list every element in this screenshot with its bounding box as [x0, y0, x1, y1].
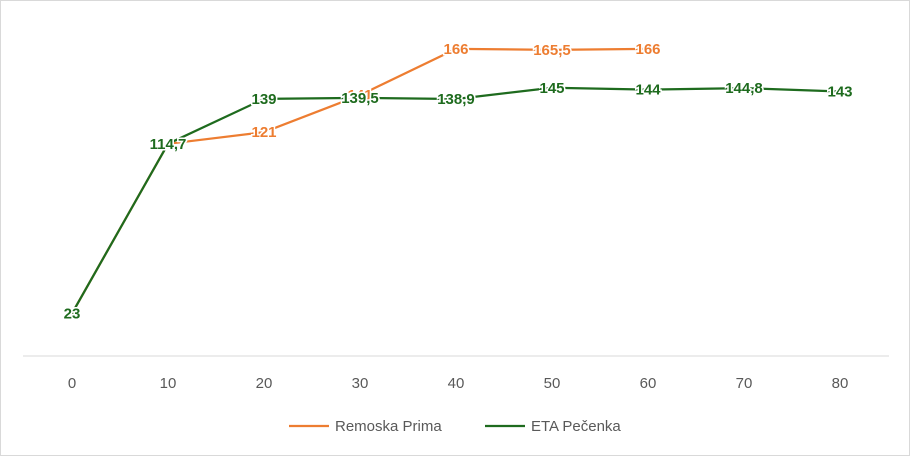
x-axis-ticks: 0 10 20 30 40 50 60 70 80 — [68, 375, 849, 392]
data-label: 114,7 — [150, 136, 187, 153]
data-label: 23 — [64, 305, 81, 322]
legend-label: Remoska Prima — [335, 418, 442, 435]
data-label: 139,5 — [341, 90, 379, 107]
data-label: 121 — [251, 124, 276, 141]
data-label: 143 — [827, 83, 852, 100]
data-label: 166 — [635, 41, 660, 58]
x-tick-label: 60 — [640, 375, 657, 392]
data-label: 166 — [443, 41, 468, 58]
x-tick-label: 70 — [736, 375, 753, 392]
x-tick-label: 40 — [448, 375, 465, 392]
series-lines — [71, 47, 841, 315]
x-tick-label: 80 — [832, 375, 849, 392]
data-label: 145 — [539, 80, 564, 97]
legend-label: ETA Pečenka — [531, 418, 621, 435]
x-tick-label: 50 — [544, 375, 561, 392]
data-label: 141 — [347, 87, 372, 104]
x-tick-label: 0 — [68, 375, 76, 392]
x-tick-label: 10 — [160, 375, 177, 392]
data-label: 114,7 — [150, 136, 187, 153]
x-tick-label: 20 — [256, 375, 273, 392]
x-tick-label: 30 — [352, 375, 369, 392]
data-label: 144,8 — [725, 80, 763, 97]
series-line-1 — [71, 86, 841, 315]
data-label: 144 — [635, 82, 661, 99]
data-label: 23 — [64, 305, 81, 322]
data-label: 138,9 — [437, 91, 475, 108]
data-label: 139 — [251, 91, 276, 108]
data-label: 165,5 — [533, 42, 571, 59]
legend: Remoska Prima ETA Pečenka — [289, 418, 621, 435]
